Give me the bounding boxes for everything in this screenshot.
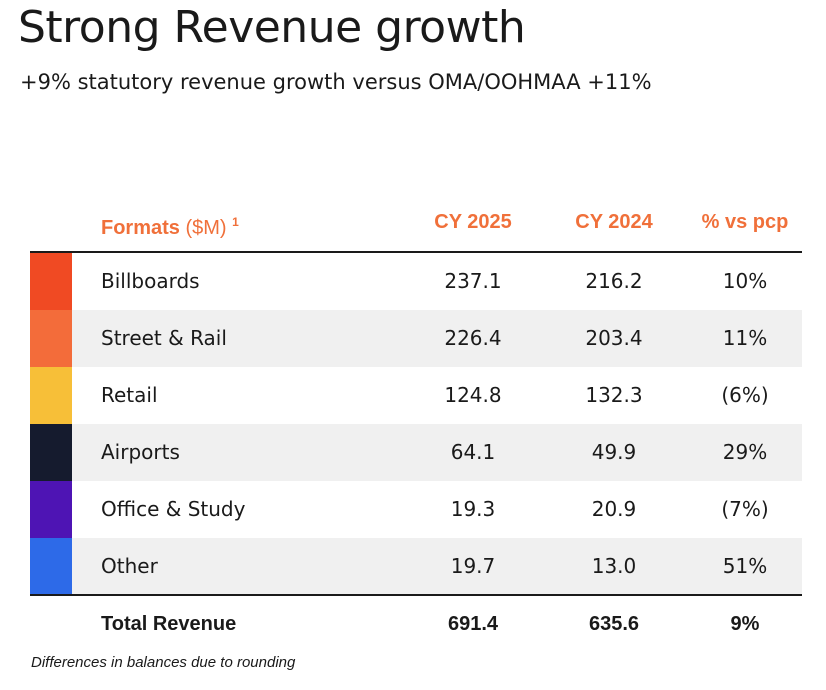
row-color-swatch [30, 367, 72, 424]
page-subtitle: +9% statutory revenue growth versus OMA/… [20, 70, 652, 94]
row-label: Retail [101, 383, 158, 407]
row-cy2024: 20.9 [591, 497, 637, 521]
row-cy2024: 132.3 [585, 383, 643, 407]
row-cy2024: 49.9 [591, 440, 637, 464]
footnote: Differences in balances due to rounding [31, 654, 296, 671]
row-cy2025: 64.1 [450, 440, 496, 464]
header-pct: % vs pcp [701, 211, 789, 233]
table-row: Retail 124.8 132.3 (6%) [30, 367, 802, 424]
row-cy2024: 13.0 [591, 554, 637, 578]
row-cy2024: 216.2 [585, 269, 643, 293]
table-top-rule [30, 251, 802, 253]
row-cy2025: 19.3 [450, 497, 496, 521]
table-row: Airports 64.1 49.9 29% [30, 424, 802, 481]
row-pct: 29% [722, 440, 768, 464]
header-cy2024: CY 2024 [575, 211, 653, 233]
row-pct: (6%) [721, 383, 769, 407]
header-formats: Formats ($M) 1 [101, 207, 239, 239]
row-cy2024: 203.4 [585, 326, 643, 350]
row-label: Office & Study [101, 497, 246, 521]
table-row: Office & Study 19.3 20.9 (7%) [30, 481, 802, 538]
header-unit: ($M) [185, 217, 227, 239]
table-total-row: Total Revenue 691.4 635.6 9% [30, 596, 802, 653]
table-row: Street & Rail 226.4 203.4 11% [30, 310, 802, 367]
row-label: Airports [101, 440, 180, 464]
row-color-swatch [30, 538, 72, 595]
header-cy2025: CY 2025 [434, 211, 512, 233]
row-cy2025: 237.1 [444, 269, 502, 293]
row-label: Billboards [101, 269, 200, 293]
row-color-swatch [30, 310, 72, 367]
table-row: Billboards 237.1 216.2 10% [30, 253, 802, 310]
total-cy2024: 635.6 [588, 613, 640, 635]
total-cy2025: 691.4 [447, 613, 499, 635]
row-pct: (7%) [721, 497, 769, 521]
row-cy2025: 19.7 [450, 554, 496, 578]
row-color-swatch [30, 253, 72, 310]
row-cy2025: 226.4 [444, 326, 502, 350]
table-total-rule [30, 594, 802, 596]
row-cy2025: 124.8 [444, 383, 502, 407]
row-pct: 51% [722, 554, 768, 578]
page-title: Strong Revenue growth [18, 2, 526, 53]
total-label: Total Revenue [101, 613, 237, 635]
row-color-swatch [30, 481, 72, 538]
row-color-swatch [30, 424, 72, 481]
row-pct: 11% [722, 326, 768, 350]
row-label: Street & Rail [101, 326, 227, 350]
row-pct: 10% [722, 269, 768, 293]
table-row: Other 19.7 13.0 51% [30, 538, 802, 595]
row-label: Other [101, 554, 158, 578]
header-formats-label: Formats [101, 217, 180, 239]
header-footnote-ref: 1 [232, 215, 239, 229]
total-pct: 9% [730, 613, 760, 635]
